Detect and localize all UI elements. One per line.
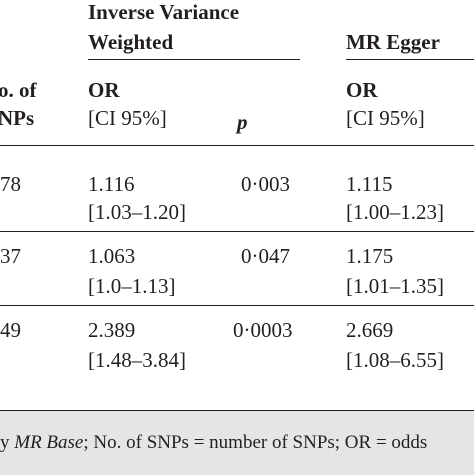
ivw-or-header: OR [88,78,120,102]
table-footnote: y MR Base; No. of SNPs = number of SNPs;… [0,410,474,475]
row1-ivw-ci: [1.03–1.20] [88,200,186,224]
row2-ivw-ci: [1.0–1.13] [88,274,176,298]
row1-rule [0,231,474,232]
egger-or-header: OR [346,78,378,102]
footnote-italic: MR Base [14,432,84,453]
egger-header: MR Egger [346,30,440,54]
footnote-rest: ; No. of SNPs = number of SNPs; OR = odd… [83,432,428,453]
row3-snps: 49 [0,318,21,342]
row2-egger-ci: [1.01–1.35] [346,274,444,298]
ivw-header-rule [88,59,300,60]
ivw-ci-header: [CI 95%] [88,106,167,130]
footnote-text: y MR Base; No. of SNPs = number of SNPs;… [0,433,427,452]
row3-p: 0·0003 [233,318,293,342]
egger-ci-header: [CI 95%] [346,106,425,130]
row1-snps: 78 [0,172,21,196]
row3-egger-ci: [1.08–6.55] [346,348,444,372]
row3-ivw-ci: [1.48–3.84] [88,348,186,372]
snps-header-line1: o. of [0,78,37,102]
header-bottom-rule [0,145,474,146]
row1-ivw-or: 1.116 [88,172,135,196]
row1-egger-or: 1.115 [346,172,393,196]
ivw-header-line1: Inverse Variance [88,0,240,24]
row2-rule [0,305,474,306]
p-header: p [237,110,248,134]
egger-header-rule [346,59,474,60]
row3-egger-or: 2.669 [346,318,394,342]
footnote-prefix: y [0,432,15,453]
row2-snps: 37 [0,244,21,268]
row1-egger-ci: [1.00–1.23] [346,200,444,224]
row2-ivw-or: 1.063 [88,244,136,268]
row3-ivw-or: 2.389 [88,318,136,342]
snps-header-line2: NPs [0,106,35,130]
row1-p: 0·003 [241,172,290,196]
row2-p: 0·047 [241,244,290,268]
row2-egger-or: 1.175 [346,244,394,268]
ivw-header-line2: Weighted [88,30,174,54]
